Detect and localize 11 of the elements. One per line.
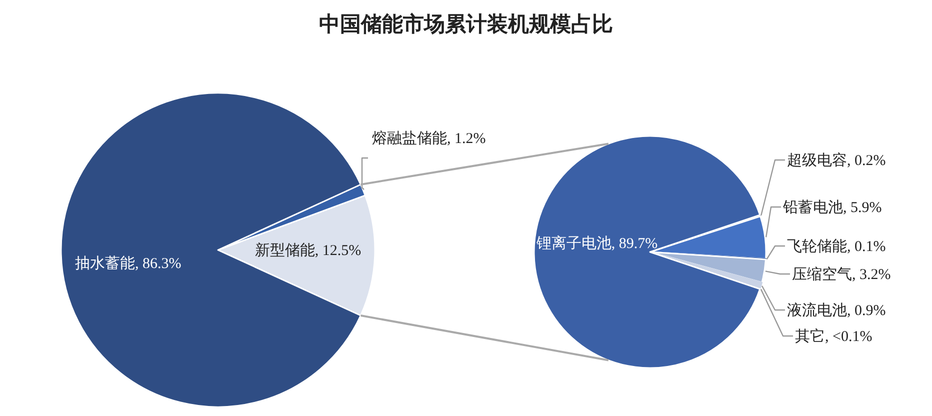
slice-label: 超级电容, 0.2%	[787, 152, 886, 169]
slice-label: 锂离子电池, 89.7%	[535, 234, 659, 254]
slice-label: 其它, <0.1%	[795, 328, 872, 345]
slice-label: 新型储能, 12.5%	[254, 242, 362, 261]
slice-label: 铅蓄电池, 5.9%	[782, 199, 882, 216]
slice-label: 飞轮储能, 0.1%	[787, 238, 886, 255]
slice-label: 压缩空气, 3.2%	[792, 266, 891, 283]
slice-label: 液流电池, 0.9%	[787, 302, 886, 319]
slice-label: 熔融盐储能, 1.2%	[372, 130, 486, 147]
chart-title: 中国储能市场累计装机规模占比	[319, 12, 613, 36]
slice-label: 抽水蓄能, 86.3%	[75, 255, 182, 272]
